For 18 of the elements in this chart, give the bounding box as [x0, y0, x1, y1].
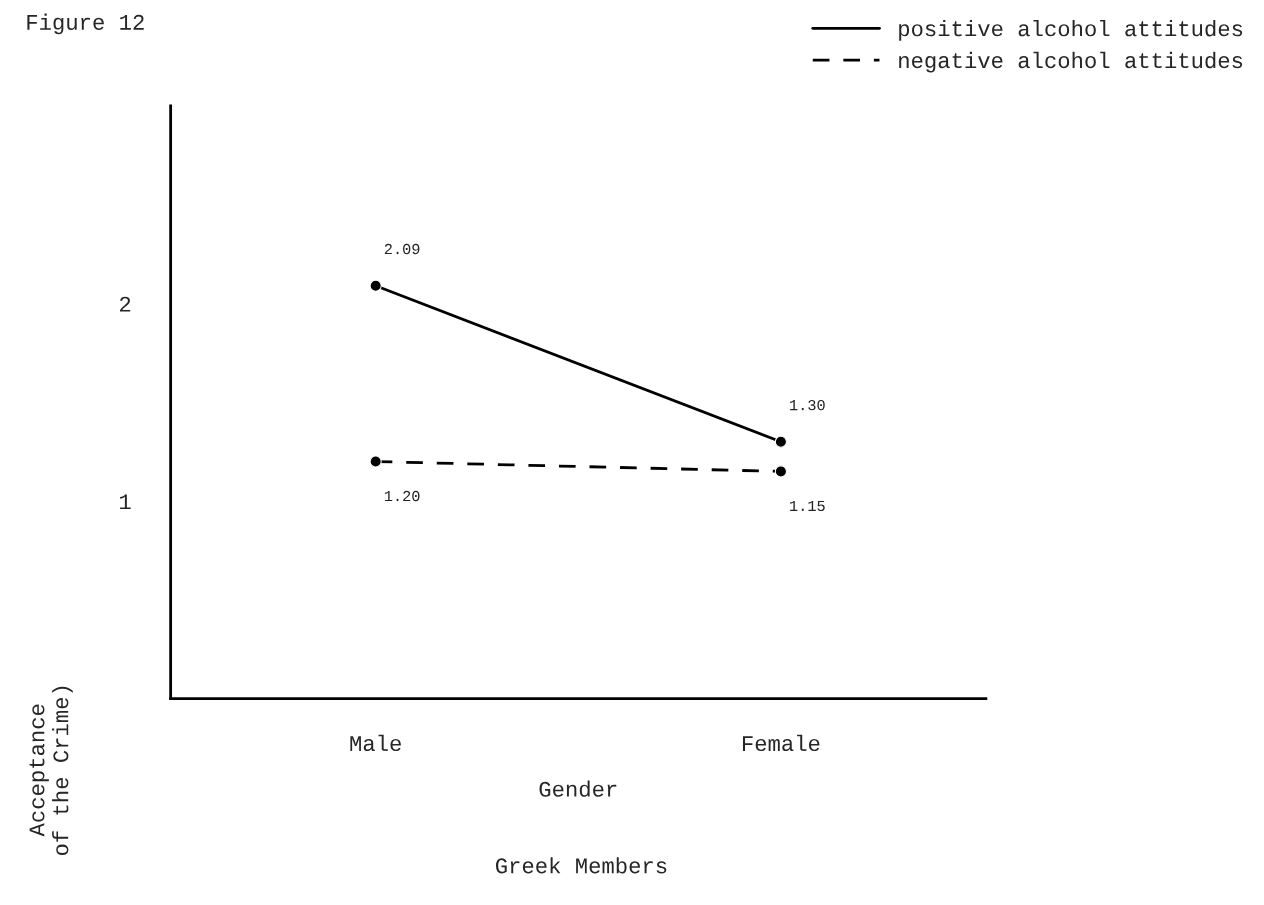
- y-tick-label: 1: [120, 494, 131, 510]
- y-axis-title: Acceptance of the Crime): [29, 686, 73, 856]
- text: Greek Members: [495, 857, 667, 874]
- data-label: 1.20: [384, 490, 420, 502]
- legend-label: negative alcohol attitudes: [899, 51, 1243, 73]
- legend-label: positive alcohol attitudes: [899, 20, 1243, 41]
- point: [774, 465, 787, 478]
- x-tick-label: Male: [350, 734, 401, 752]
- data-label: 2.09: [384, 243, 420, 255]
- chart-title: Figure 12: [27, 13, 144, 35]
- data-label: 1.15: [790, 500, 825, 512]
- data-label: 1.30: [790, 399, 825, 411]
- point: [369, 279, 382, 292]
- point: [369, 455, 382, 468]
- y-tick-label: 2: [119, 296, 131, 312]
- point: [774, 435, 787, 448]
- x-tick-label: Female: [742, 734, 820, 752]
- x-axis-title: Gender: [539, 780, 617, 797]
